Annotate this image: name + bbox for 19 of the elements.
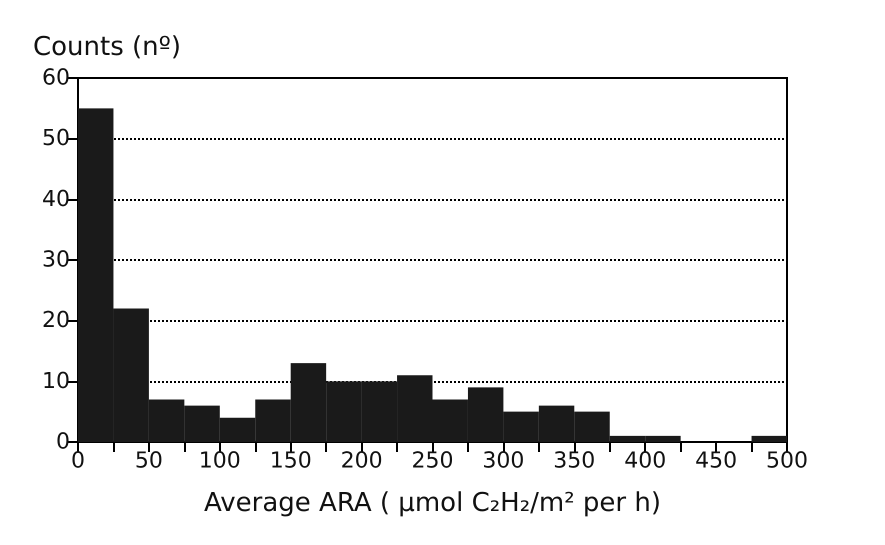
y-tick-label: 30 xyxy=(42,248,70,272)
x-tick-label: 150 xyxy=(270,448,312,474)
y-tick-label: 50 xyxy=(42,126,70,152)
x-tick-label: 300 xyxy=(482,448,524,474)
x-tick-label: 250 xyxy=(412,448,454,474)
x-tick-label: 100 xyxy=(198,448,241,474)
x-tick-label: 350 xyxy=(553,448,596,474)
x-tick-label: 400 xyxy=(624,448,666,474)
x-tick-label: 450 xyxy=(695,448,738,474)
x-axis-title: Average ARA ( µmol C₂H₂/m² per h) xyxy=(204,488,661,518)
x-tick-label: 200 xyxy=(340,448,383,474)
y-axis-title: Counts (nº) xyxy=(33,32,182,62)
y-tick-label: 40 xyxy=(42,186,70,212)
x-tick-label: 500 xyxy=(766,448,808,474)
x-tick-label: 50 xyxy=(134,448,163,474)
y-tick-label: 0 xyxy=(56,430,70,454)
y-tick-label: 60 xyxy=(42,66,70,90)
y-tick-label: 20 xyxy=(42,308,70,334)
y-tick-label: 10 xyxy=(42,368,70,394)
